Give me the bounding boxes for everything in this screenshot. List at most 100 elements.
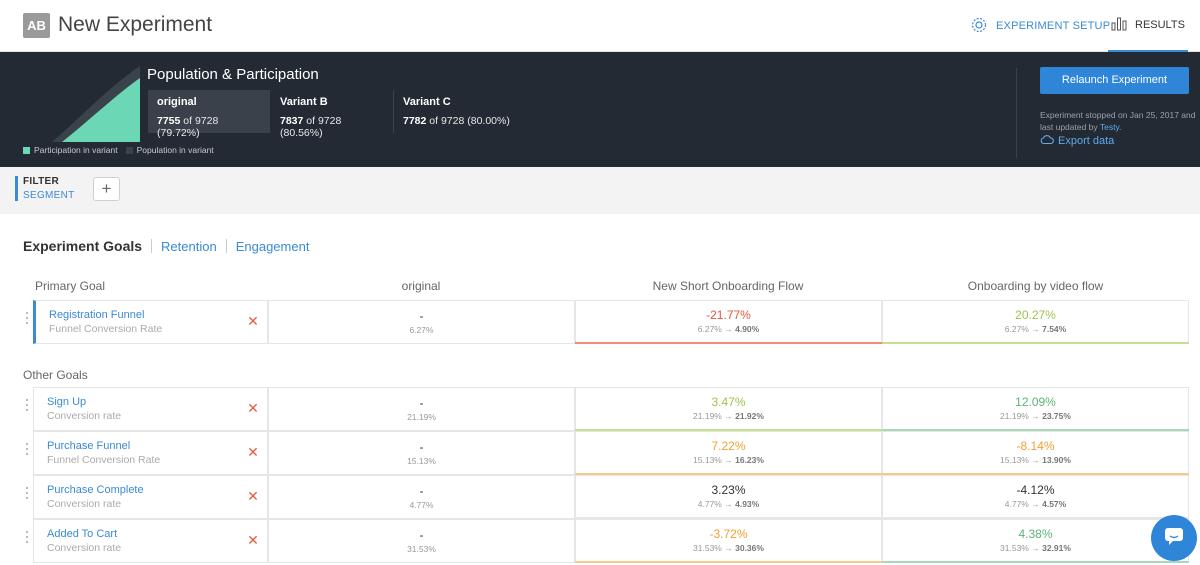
significance-bar (882, 561, 1189, 563)
export-data-link[interactable]: Export data (1040, 134, 1114, 148)
goal-name-link[interactable]: Purchase Funnel (47, 440, 131, 452)
variant-rate-change: 6.27% → 4.90% (697, 324, 760, 334)
nav-experiment-setup-label: EXPERIMENT SETUP (996, 20, 1111, 32)
variant-name: Variant B (280, 96, 328, 108)
goal-name-link[interactable]: Added To Cart (47, 528, 118, 540)
add-filter-button[interactable]: + (93, 177, 120, 201)
legend-population: Population in variant (125, 145, 214, 155)
significance-bar (575, 561, 882, 563)
remove-goal-icon[interactable]: ✕ (247, 313, 259, 329)
drag-handle-icon[interactable] (23, 531, 31, 551)
variant-detail: of 9728 (80.00%) (429, 115, 510, 127)
remove-goal-icon[interactable]: ✕ (247, 400, 259, 416)
variant-change: -8.14% (1016, 439, 1055, 453)
significance-bar (882, 342, 1189, 344)
divider (1016, 68, 1017, 158)
significance-bar (575, 473, 882, 475)
variant-rate-change: 15.13% → 16.23% (693, 455, 764, 465)
variant-rate-change: 15.13% → 13.90% (1000, 455, 1071, 465)
variant-name: Variant C (403, 96, 451, 108)
result-cell-variant-c: -8.14% 15.13% → 13.90% (882, 431, 1189, 475)
gear-icon (970, 16, 988, 37)
tab-engagement[interactable]: Engagement (235, 238, 310, 254)
variant-change: -4.12% (1016, 483, 1055, 497)
variant-card-b: Variant B 7837 of 9728 (80.56%) (271, 90, 394, 139)
remove-goal-icon[interactable]: ✕ (247, 488, 259, 504)
updated-by-link[interactable]: Testy. (1099, 122, 1122, 132)
significance-bar (882, 473, 1189, 475)
nav-results[interactable]: RESULTS (1108, 0, 1188, 52)
goal-cell: Registration Funnel Funnel Conversion Ra… (33, 300, 268, 344)
variant-change: -3.72% (709, 527, 748, 541)
goal-metric: Funnel Conversion Rate (47, 454, 161, 466)
column-header-variant-b: New Short Onboarding Flow (652, 279, 804, 293)
remove-goal-icon[interactable]: ✕ (247, 532, 259, 548)
goal-metric: Conversion rate (47, 542, 122, 554)
result-cell-variant-b: -21.77% 6.27% → 4.90% (575, 300, 882, 344)
goal-name-link[interactable]: Registration Funnel (49, 309, 145, 321)
variant-detail: of 9728 (80.56%) (280, 115, 342, 139)
goal-name-link[interactable]: Sign Up (47, 396, 87, 408)
result-cell-original: - 4.77% (268, 475, 575, 519)
primary-goal-header: Primary Goal (35, 279, 106, 293)
table-row: Purchase Complete Conversion rate ✕ - 4.… (23, 475, 1189, 519)
original-rate: 21.19% (407, 412, 436, 422)
drag-handle-icon[interactable] (23, 312, 31, 332)
variant-participants: 7782 (403, 115, 427, 127)
variant-change: 12.09% (1015, 395, 1056, 409)
result-cell-variant-c: 12.09% 21.19% → 23.75% (882, 387, 1189, 431)
variant-rate-change: 21.19% → 21.92% (693, 411, 764, 421)
original-rate: 31.53% (407, 544, 436, 554)
variant-card-c: Variant C 7782 of 9728 (80.00%) (394, 90, 524, 133)
original-rate: 15.13% (407, 456, 436, 466)
variant-rate-change: 21.19% → 23.75% (1000, 411, 1071, 421)
variant-participants: 7755 (157, 115, 181, 127)
tab-retention[interactable]: Retention (161, 238, 217, 254)
variant-change: -21.77% (706, 308, 751, 322)
segment-label[interactable]: SEGMENT (23, 190, 75, 201)
chat-support-button[interactable] (1151, 515, 1197, 561)
relaunch-experiment-button[interactable]: Relaunch Experiment (1040, 67, 1189, 94)
cloud-download-icon (1040, 134, 1054, 148)
filter-bar (0, 167, 1200, 214)
tab-experiment-goals[interactable]: Experiment Goals (23, 238, 143, 254)
drag-handle-icon[interactable] (23, 487, 31, 507)
nav-experiment-setup[interactable]: EXPERIMENT SETUP (970, 14, 1110, 38)
result-cell-original: - 31.53% (268, 519, 575, 563)
variant-card-original: original 7755 of 9728 (79.72%) (148, 90, 270, 139)
original-value: - (419, 440, 424, 454)
significance-bar (575, 517, 882, 519)
goal-metric: Conversion rate (47, 498, 122, 510)
goal-cell: Added To Cart Conversion rate ✕ (33, 519, 268, 563)
variant-change: 7.22% (711, 439, 746, 453)
variant-change: 20.27% (1015, 308, 1056, 322)
original-value: - (419, 528, 424, 542)
variant-detail: of 9728 (79.72%) (157, 115, 219, 139)
column-header-original: original (401, 279, 441, 293)
result-cell-variant-b: -3.72% 31.53% → 30.36% (575, 519, 882, 563)
drag-handle-icon[interactable] (23, 443, 31, 463)
goal-metric: Conversion rate (47, 410, 122, 422)
participation-chart (52, 66, 140, 142)
goal-name-link[interactable]: Purchase Complete (47, 484, 144, 496)
chart-legend: Participation in variant Population in v… (23, 145, 214, 155)
variant-change: 3.47% (711, 395, 746, 409)
variant-rate-change: 6.27% → 7.54% (1004, 324, 1067, 334)
remove-goal-icon[interactable]: ✕ (247, 444, 259, 460)
significance-bar (575, 342, 882, 344)
tab-separator (151, 239, 153, 253)
variant-rate-change: 31.53% → 30.36% (693, 543, 764, 553)
ab-logo-badge: AB (23, 13, 50, 38)
original-value: - (419, 484, 424, 498)
tab-separator (225, 239, 227, 253)
chat-icon (1163, 526, 1185, 551)
filter-block[interactable]: FILTER SEGMENT (15, 176, 75, 201)
result-cell-variant-b: 3.47% 21.19% → 21.92% (575, 387, 882, 431)
table-row: Added To Cart Conversion rate ✕ - 31.53%… (23, 519, 1189, 563)
variant-change: 3.23% (711, 483, 746, 497)
goals-tabs: Experiment Goals Retention Engagement (23, 238, 309, 254)
table-row: Sign Up Conversion rate ✕ - 21.19% 3.47%… (23, 387, 1189, 431)
drag-handle-icon[interactable] (23, 399, 31, 419)
original-rate: 4.77% (409, 500, 434, 510)
variant-rate-change: 4.77% → 4.57% (1004, 499, 1067, 509)
